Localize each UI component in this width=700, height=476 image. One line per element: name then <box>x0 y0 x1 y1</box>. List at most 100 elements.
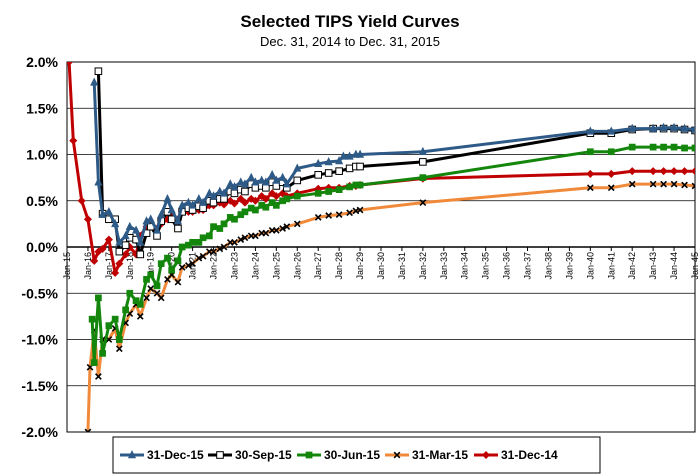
data-point <box>121 231 130 240</box>
x-tick-label: Jan-35 <box>481 252 491 280</box>
chart-title: Selected TIPS Yield Curves <box>240 12 459 31</box>
data-point <box>98 244 107 253</box>
y-tick-label: 0.0% <box>26 239 58 255</box>
data-point <box>272 192 281 201</box>
data-point <box>659 122 668 131</box>
data-point <box>335 186 343 194</box>
x-tick-label: Jan-21 <box>188 252 198 280</box>
data-point <box>184 197 193 206</box>
data-point <box>669 122 679 131</box>
data-point <box>115 247 124 256</box>
data-point <box>293 176 302 185</box>
data-point <box>262 229 270 237</box>
data-point <box>195 239 203 246</box>
data-point <box>345 151 354 160</box>
x-tick-label: Jan-41 <box>606 252 616 280</box>
axes: -2.0% -1.5% -1.0% -0.5% 0.0% 0.5% 1.0% 1.5% 2.0%… <box>21 54 700 440</box>
data-point <box>95 373 102 380</box>
y-tick-label: 0.5% <box>26 193 58 209</box>
data-point-stroke <box>272 226 280 234</box>
data-point <box>216 245 224 253</box>
x-tick-label: Jan-15 <box>62 252 72 280</box>
data-point-stroke <box>393 451 401 459</box>
data-point <box>314 190 322 197</box>
data-point <box>136 237 145 246</box>
data-point <box>143 294 150 302</box>
data-point-stroke <box>262 229 270 237</box>
data-point <box>481 450 491 460</box>
y-tick-label: -0.5% <box>21 285 58 301</box>
data-point-stroke <box>279 225 286 232</box>
x-tick-label: Jan-37 <box>523 252 533 280</box>
data-point <box>111 315 119 323</box>
data-point-stroke <box>346 209 353 217</box>
x-tick-label: Jan-32 <box>418 252 428 280</box>
data-point <box>231 239 238 246</box>
data-point <box>268 169 277 179</box>
data-point <box>418 146 427 156</box>
data-point <box>335 156 344 165</box>
data-point <box>121 250 130 259</box>
data-point <box>346 183 353 191</box>
data-point-stroke <box>241 234 249 242</box>
x-tick-label: Jan-34 <box>460 252 470 280</box>
data-point-stroke <box>252 232 259 240</box>
legend-label: 31-Dec-15 <box>147 448 204 462</box>
data-point <box>210 248 217 255</box>
data-point-stroke <box>136 313 144 320</box>
data-point <box>115 336 123 343</box>
data-point <box>157 209 166 218</box>
data-point <box>628 167 637 176</box>
data-point <box>174 257 182 265</box>
data-point-stroke <box>143 294 150 302</box>
legend-box <box>112 436 601 474</box>
data-point-stroke <box>607 184 615 192</box>
data-point <box>131 225 141 234</box>
data-point <box>325 188 333 195</box>
data-point <box>241 187 249 196</box>
data-point <box>174 224 182 233</box>
data-point <box>136 250 145 259</box>
data-point <box>83 215 92 224</box>
data-point <box>283 223 291 231</box>
data-point <box>670 180 678 188</box>
data-point <box>125 221 134 230</box>
data-point <box>99 350 106 357</box>
data-point <box>649 180 657 188</box>
data-point <box>67 62 74 67</box>
series-31-Dec-15 <box>90 77 695 246</box>
data-point <box>90 359 98 366</box>
data-point <box>251 177 260 186</box>
data-point <box>136 313 144 320</box>
data-point <box>649 123 658 132</box>
data-point <box>127 450 137 459</box>
data-point-stroke <box>185 262 192 269</box>
data-point-stroke <box>283 223 291 231</box>
data-point <box>628 123 637 132</box>
data-point <box>194 194 203 203</box>
data-point <box>283 195 291 203</box>
data-point <box>279 225 286 232</box>
x-tick-label: Jan-18 <box>125 252 135 280</box>
data-point <box>84 428 92 432</box>
data-point <box>272 175 281 184</box>
data-point <box>152 225 162 234</box>
data-point-stroke <box>147 285 155 292</box>
data-point-stroke <box>649 180 657 188</box>
x-tick-label: Jan-17 <box>104 252 114 280</box>
series-30-Jun-15 <box>88 143 695 366</box>
y-tick-label: 1.5% <box>26 100 58 116</box>
x-tick-label: Jan-25 <box>271 252 281 280</box>
data-point <box>111 219 120 228</box>
data-point <box>691 182 695 190</box>
data-point <box>419 199 427 206</box>
data-point <box>251 196 260 205</box>
data-point <box>607 184 615 192</box>
data-point-stroke <box>105 336 113 343</box>
x-tick-label: Jan-39 <box>564 252 574 280</box>
data-point <box>691 144 695 152</box>
data-point <box>356 181 364 189</box>
data-point <box>219 200 229 209</box>
data-point-stroke <box>356 206 364 214</box>
data-point <box>205 188 214 197</box>
